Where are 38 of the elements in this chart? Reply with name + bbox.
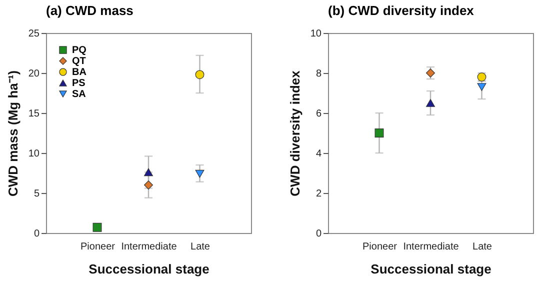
point (144, 168, 153, 176)
x-tick-label: Late (190, 242, 210, 252)
x-tick-label: Intermediate (121, 242, 178, 252)
y-axis-title: CWD diversity index (287, 70, 302, 196)
y-tick-label: 4 (316, 148, 322, 160)
point (195, 70, 204, 80)
legend-label: PS (72, 78, 86, 89)
point (374, 128, 384, 138)
legend-label: PQ (72, 45, 87, 56)
legend-label: QT (72, 56, 86, 67)
point (426, 99, 435, 107)
point (92, 222, 102, 232)
x-tick-label: Pioneer (362, 242, 398, 252)
x-tick-label: Late (472, 242, 492, 252)
y-tick-label: 10 (310, 28, 322, 40)
chart-title: (a) CWD mass (46, 3, 134, 18)
point (195, 170, 204, 178)
point (144, 180, 153, 190)
x-tick-label: Intermediate (403, 242, 460, 252)
y-axis-title: CWD mass (Mg ha⁻¹) (5, 70, 20, 197)
y-tick-label: 25 (28, 28, 40, 40)
y-tick-label: 15 (28, 108, 40, 120)
point (426, 68, 435, 78)
legend-label: SA (72, 89, 86, 100)
x-tick-label: Pioneer (80, 242, 116, 252)
y-tick-label: 0 (34, 228, 40, 240)
y-tick-label: 0 (316, 228, 322, 240)
point (477, 83, 486, 91)
y-tick-label: 10 (28, 148, 40, 160)
y-tick-label: 5 (34, 188, 40, 200)
y-tick-label: 6 (316, 108, 322, 120)
chart-title: (b) CWD diversity index (328, 3, 475, 18)
y-tick-label: 8 (316, 68, 322, 80)
y-tick-label: 2 (316, 188, 322, 200)
y-tick-label: 20 (28, 68, 40, 80)
x-axis-title: Successional stage (370, 262, 492, 276)
x-axis-title: Successional stage (88, 262, 210, 276)
legend-label: BA (72, 67, 86, 78)
